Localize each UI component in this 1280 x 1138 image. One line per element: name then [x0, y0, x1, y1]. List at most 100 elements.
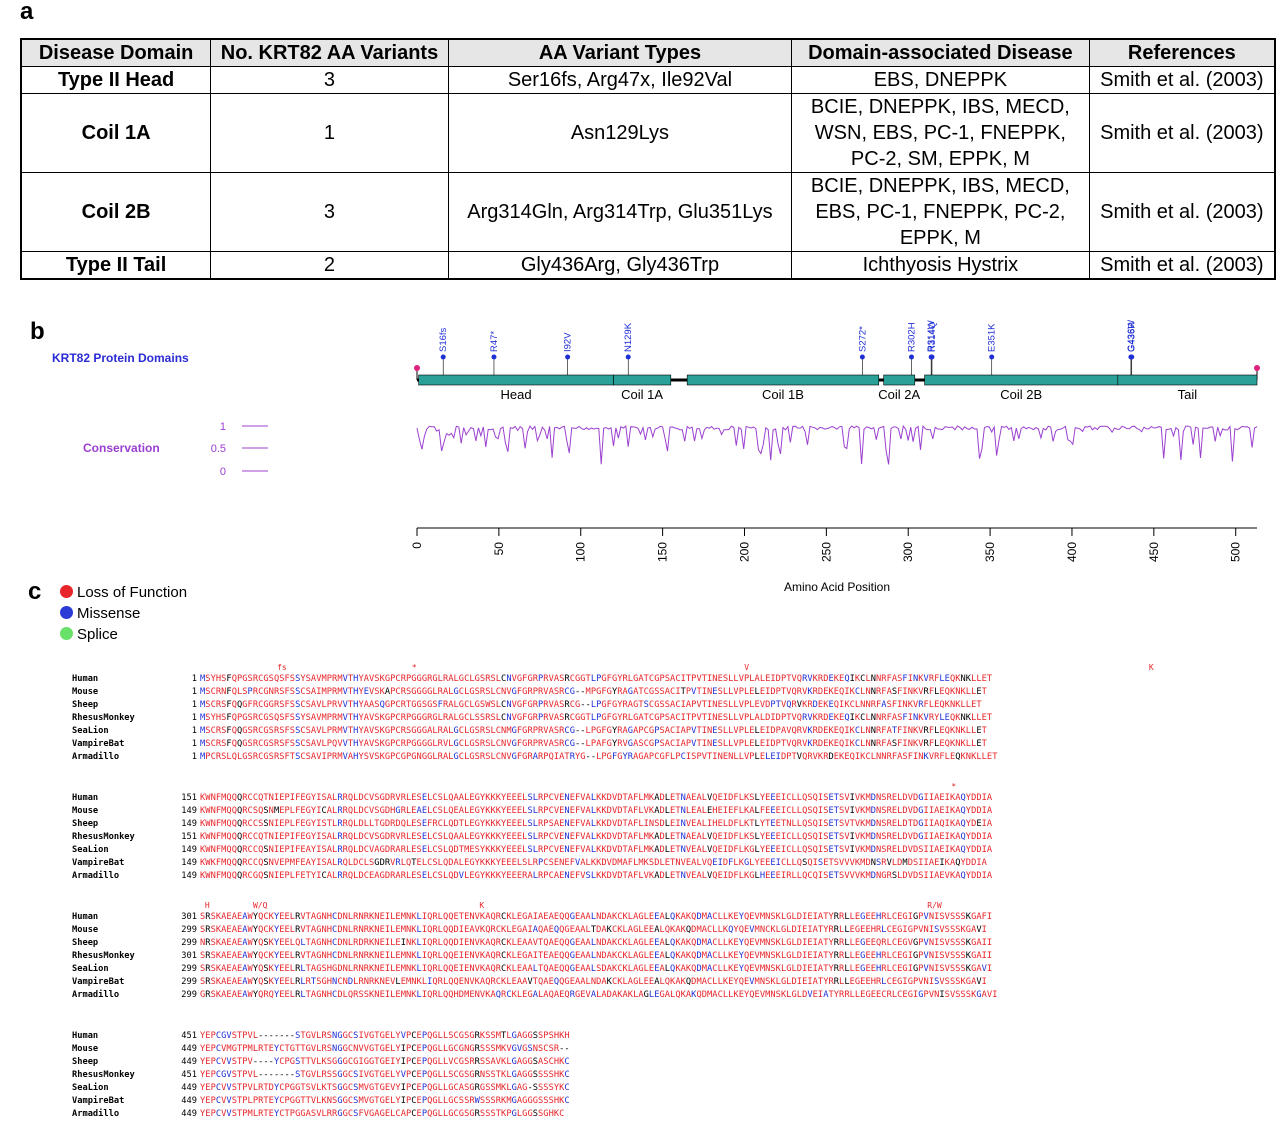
- variant-dot: [440, 354, 446, 360]
- x-tick-label: 0: [410, 542, 424, 549]
- header-domain-disease: Domain-associated Disease: [791, 38, 1090, 67]
- sequence-start: 151: [181, 793, 197, 803]
- sequence: YEPCGVSTPVL-------STGVLRSSGGCSIVGTGELYVP…: [200, 1070, 570, 1080]
- alignment-row: RhesusMonkey 451 YEPCGVSTPVL-------STGVLRS…: [72, 1069, 1154, 1082]
- cell-variants: Ser16fs, Arg47x, Ile92Val: [447, 66, 793, 94]
- alignment-row: SeaLion 299 SRSKAEAEAWYQSKYEELRLTAGSHGDNLR…: [72, 963, 1154, 976]
- alignment-row: VampireBat 1 MSCRSFQQGSRCGSRSFSSCSAVLPQVVT…: [72, 738, 1154, 751]
- sequence: KWNFMQQQRCCQTNIEPIFEGYISALRRQLDCVSGDRVRL…: [200, 793, 993, 803]
- alignment-row: Sheep 449 YEPCVVSTPV----YCPGSTTVLKSGGGCGIG…: [72, 1056, 1154, 1069]
- alignment-row: Sheep 149 KWNFMQQQRCCSSNIEPLFEGYISTLRRQLDL…: [72, 818, 1154, 831]
- species-name: Human: [72, 912, 99, 922]
- sequence: KWNFMQQQRCSQSNMEPLFEGYICALRRQLDCVSGDHGRL…: [200, 806, 993, 816]
- species-name: VampireBat: [72, 739, 125, 749]
- sequence: MSYHSFQPGSRCGSQSFSSYSAVMPRMVTHYAVSKGPCRP…: [200, 674, 993, 684]
- cell-reference: Smith et al. (2003): [1088, 66, 1276, 94]
- alignment-block: fs * V K Human 1 MSYHSFQPGSRC: [72, 662, 1154, 764]
- species-name: Sheep: [72, 938, 99, 948]
- panel-b: b KRT82 Protein Domains Head Coil 1A Coil 1…: [0, 310, 1280, 600]
- sequence-start: 149: [181, 871, 197, 881]
- cell-reference: Smith et al. (2003): [1088, 172, 1276, 252]
- alignment-row: SeaLion 149 KWNFMQQQRCCQSNIEPIFEAYISALRRQL…: [72, 844, 1154, 857]
- sequence-start: 299: [181, 964, 197, 974]
- alignment-row: RhesusMonkey 1 MSYHSFQPGSRCGSQSFSSYSAVMPRM…: [72, 712, 1154, 725]
- x-tick-label: 250: [819, 542, 833, 562]
- variant-label: E351K: [987, 323, 998, 352]
- sequence: SRSKAEAEAWYQCKYEELRVTAGNHCDNLRNRKNEILEMN…: [200, 925, 987, 935]
- sequence-start: 301: [181, 951, 197, 961]
- domain-label: Coil 2B: [1000, 387, 1042, 402]
- sequence-start: 149: [181, 806, 197, 816]
- species-name: Mouse: [72, 925, 99, 935]
- cell-variants: Asn129Lys: [447, 93, 793, 173]
- alignment-row: Human 301 SRSKAEAEAWYQCKYEELRVTAGNHCDNLRNR…: [72, 911, 1154, 924]
- domain-label: Tail: [1178, 387, 1198, 402]
- variant-marker-row: *: [200, 782, 957, 791]
- panel-a-letter: a: [20, 0, 34, 25]
- conservation-trace: [416, 424, 1258, 465]
- sequence-start: 149: [181, 819, 197, 829]
- x-axis-label: Amino Acid Position: [784, 580, 890, 594]
- sequence-start: 449: [181, 1044, 197, 1054]
- alignment-row: Armadillo 449 YEPCVVSTPMLRTEYCTPGGASVLRRGG…: [72, 1108, 1154, 1121]
- domain-box: [613, 374, 672, 386]
- variant-label: S16fs: [438, 327, 449, 352]
- legend-label: Splice: [77, 626, 118, 643]
- header-variant-types: AA Variant Types: [447, 38, 793, 67]
- cell-count: 2: [210, 251, 449, 280]
- disease-line: BCIE, DNEPPK, IBS, MECD,: [810, 175, 1070, 197]
- species-name: Sheep: [72, 1057, 99, 1067]
- variant-table: Disease Domain No. KRT82 AA Variants AA …: [20, 38, 1276, 280]
- domain-label: Coil 1B: [762, 387, 804, 402]
- variant-dot: [859, 354, 865, 360]
- sequence: KWNFMQQQRCCQSNIEPIFEAYISALRRQLDCVAGDRARL…: [200, 845, 993, 855]
- species-name: Sheep: [72, 700, 99, 710]
- sequence: KWNFMQQQRCCQTNIEPIFEGYISALRRQLDCVSGDRVRL…: [200, 832, 993, 842]
- variant-label: S272*: [857, 326, 868, 352]
- table-row: Coil 1A 1 Asn129Lys BCIE, DNEPPK, IBS, M…: [20, 93, 1276, 173]
- species-name: Human: [72, 674, 99, 684]
- sequence-start: 451: [181, 1031, 197, 1041]
- disease-line: EBS, PC-1, FNEPPK, PC-2,: [815, 201, 1066, 223]
- species-name: Human: [72, 1031, 99, 1041]
- variant-dot: [989, 354, 995, 360]
- panel-b-letter: b: [30, 318, 45, 345]
- sequence: YEPCVMGTPMLRTEYCTGTTGVLRSNGGCNVVGTGELYIP…: [200, 1044, 570, 1054]
- sequence-start: 1: [191, 726, 197, 736]
- species-name: VampireBat: [72, 858, 125, 868]
- x-tick-label: 500: [1229, 542, 1243, 562]
- sequence: GRSKAEAEAWYQRQYEELRLTAGNHCDLQRSSKNEILEMN…: [200, 990, 998, 1000]
- sequence-start: 449: [181, 1109, 197, 1119]
- sequence-alignment: fs * V K Human 1 MSYHSFQPGSRC: [72, 662, 1154, 1138]
- cell-domain: Coil 1A: [20, 93, 212, 173]
- species-name: Armadillo: [72, 752, 120, 762]
- species-name: Mouse: [72, 806, 99, 816]
- x-tick-label: 300: [901, 542, 915, 562]
- sequence-start: 151: [181, 832, 197, 842]
- species-name: SeaLion: [72, 726, 109, 736]
- sequence: NRSKAEAEAWYQSKYEELQLTAGNHCDNLRDRKNEILEIN…: [200, 938, 993, 948]
- species-name: RhesusMonkey: [72, 1070, 135, 1080]
- header-disease-domain: Disease Domain: [20, 38, 212, 67]
- species-name: Mouse: [72, 1044, 99, 1054]
- alignment-row: RhesusMonkey 151 KWNFMQQQRCCQTNIEPIFEGYISA…: [72, 831, 1154, 844]
- disease-line: WSN, EBS, PC-1, FNEPPK,: [814, 122, 1066, 144]
- domain-label: Head: [501, 387, 532, 402]
- cell-disease: EBS, DNEPPK: [791, 66, 1090, 94]
- sequence-start: 149: [181, 845, 197, 855]
- alignment-block: * Human 151 KWNFMQQQRCCQTNIEPIFEGYISALRRQLD…: [72, 781, 1154, 883]
- sequence-start: 301: [181, 912, 197, 922]
- sequence-start: 1: [191, 739, 197, 749]
- alignment-row: Mouse 149 KWNFMQQQRCSQSNMEPLFEGYICALRRQLDC…: [72, 805, 1154, 818]
- sequence: MSCRSFQQGFRCGGRSFSSCSAVLPRVVTHYAASQGPCRT…: [200, 700, 982, 710]
- cell-disease: BCIE, DNEPPK, IBS, MECD, WSN, EBS, PC-1,…: [791, 93, 1090, 173]
- species-name: VampireBat: [72, 977, 125, 987]
- sequence-start: 299: [181, 990, 197, 1000]
- alignment-row: Armadillo 149 KWNFMQQQRCGQSNIEPLFETYICALRR…: [72, 870, 1154, 883]
- alignment-row: Human 151 KWNFMQQQRCCQTNIEPIFEGYISALRRQLDC…: [72, 792, 1154, 805]
- disease-line: BCIE, DNEPPK, IBS, MECD,: [810, 96, 1070, 118]
- species-name: Armadillo: [72, 871, 120, 881]
- alignment-row: Sheep 299 NRSKAEAEAWYQSKYEELQLTAGNHCDNLRDR…: [72, 937, 1154, 950]
- species-name: Human: [72, 793, 99, 803]
- alignment-row: Armadillo 1 MPCRSLQLGSRCGSRSFTSCSAVIPRMVAH…: [72, 751, 1154, 764]
